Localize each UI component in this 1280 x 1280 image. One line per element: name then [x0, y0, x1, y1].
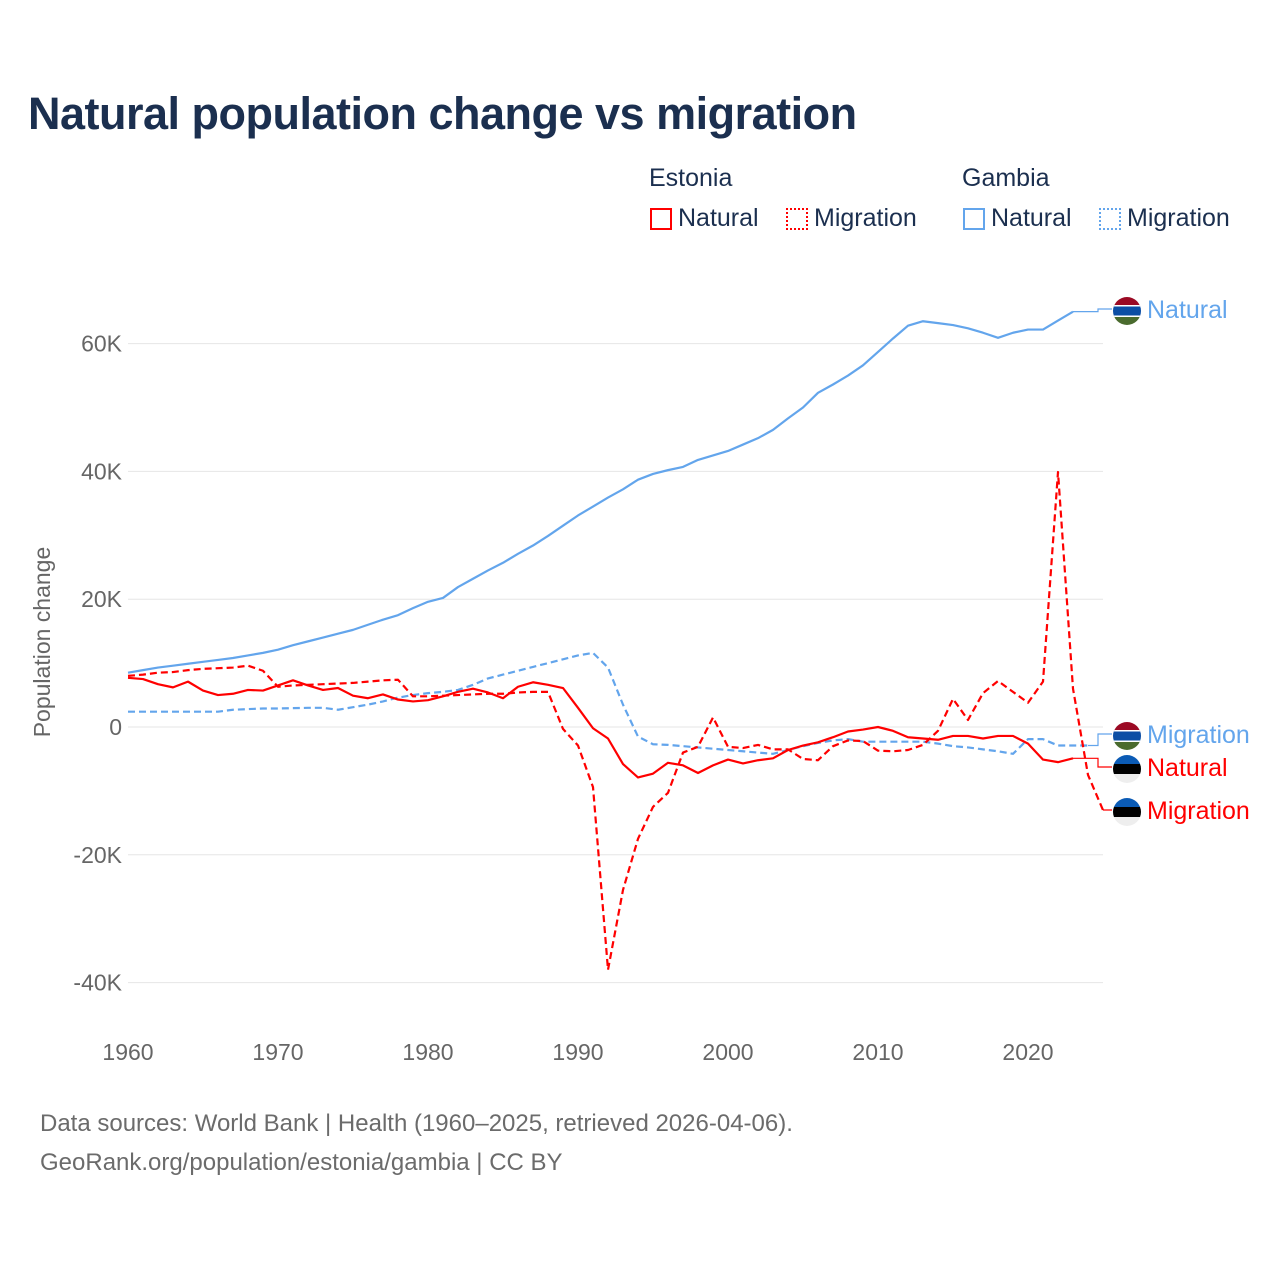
flag-stripe [1113, 764, 1141, 774]
flag-stripe [1113, 740, 1141, 742]
y-tick-label: -40K [73, 970, 122, 996]
series-end-label: Natural [1147, 754, 1228, 782]
legend-gambia-migration[interactable]: Migration [1099, 204, 1230, 233]
legend-label: Migration [814, 204, 917, 232]
flag-stripe [1113, 807, 1141, 817]
flag-stripe [1113, 817, 1141, 826]
legend-estonia-natural[interactable]: Natural [650, 204, 759, 233]
flag-stripes [1113, 755, 1141, 783]
x-tick-label: 1970 [252, 1039, 303, 1065]
series-line-gambia-natural [127, 310, 1074, 674]
flag-stripe [1113, 731, 1141, 741]
flag-stripe [1113, 305, 1141, 307]
y-axis-label: Population change [29, 547, 55, 738]
estonia-flag-icon [1113, 755, 1141, 783]
series-end-label: Migration [1147, 797, 1250, 825]
label-connector [1073, 757, 1112, 768]
x-tick-label: 2000 [702, 1039, 753, 1065]
gambia-flag-icon [1113, 722, 1141, 750]
y-tick-label: 60K [81, 331, 123, 357]
gambia-flag-icon [1113, 297, 1141, 325]
flag-stripe [1113, 798, 1141, 807]
y-tick-label: -20K [73, 842, 122, 868]
flag-stripe [1113, 730, 1141, 732]
series-line-estonia-natural [127, 676, 1074, 779]
footer-link[interactable]: GeoRank.org/population/estonia/gambia | … [40, 1149, 563, 1176]
solid-swatch-icon [963, 207, 985, 230]
legend-gambia-natural[interactable]: Natural [963, 204, 1072, 233]
x-tick-label: 1960 [102, 1039, 153, 1065]
dotted-swatch-icon [1099, 207, 1121, 230]
x-tick-label: 2020 [1002, 1039, 1053, 1065]
label-connector [1088, 733, 1112, 747]
flag-stripe [1113, 774, 1141, 783]
legend-estonia-migration[interactable]: Migration [786, 204, 917, 233]
legend-label: Migration [1127, 204, 1230, 232]
flag-stripes [1113, 297, 1141, 325]
flag-stripe [1113, 297, 1141, 306]
flag-stripe [1113, 741, 1141, 750]
series-line-gambia-migration [128, 651, 1088, 755]
legend-label: Natural [991, 204, 1072, 232]
legend-label: Natural [678, 204, 759, 232]
series-end-label: Migration [1147, 721, 1250, 749]
flag-stripe [1113, 306, 1141, 316]
legend-header-gambia: Gambia [962, 164, 1050, 192]
label-connector [1073, 308, 1112, 313]
y-tick-label: 20K [81, 586, 123, 612]
flag-stripe [1113, 315, 1141, 317]
estonia-flag-icon [1113, 798, 1141, 826]
y-tick-label: 40K [81, 458, 123, 484]
y-tick-label: 0 [109, 714, 122, 740]
flag-stripes [1113, 798, 1141, 826]
flag-stripe [1113, 755, 1141, 764]
flag-stripe [1113, 722, 1141, 731]
chart-title: Natural population change vs migration [28, 88, 857, 139]
flag-stripes [1113, 722, 1141, 750]
footer-source: Data sources: World Bank | Health (1960–… [40, 1110, 793, 1137]
legend-header-estonia: Estonia [649, 164, 733, 192]
x-tick-label: 2010 [852, 1039, 903, 1065]
flag-stripe [1113, 316, 1141, 325]
dotted-swatch-icon [786, 207, 808, 230]
series-line-estonia-migration [127, 470, 1105, 971]
x-tick-label: 1980 [402, 1039, 453, 1065]
x-tick-label: 1990 [552, 1039, 603, 1065]
solid-swatch-icon [650, 207, 672, 230]
series-end-label: Natural [1147, 296, 1228, 324]
